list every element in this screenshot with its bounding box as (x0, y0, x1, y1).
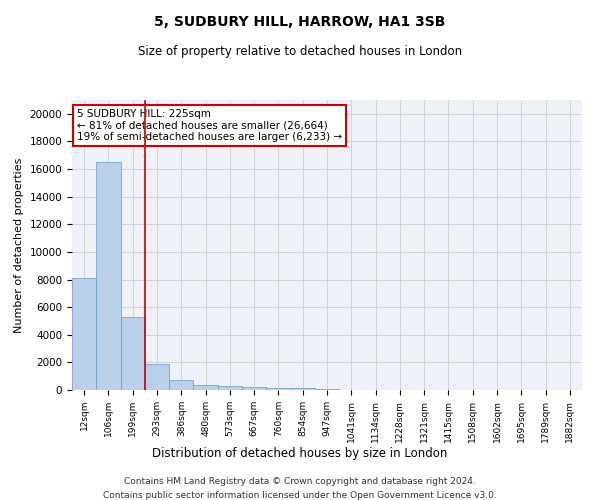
Bar (169, 380, 193, 390)
Bar (121, 317, 145, 390)
Bar (315, 389, 339, 390)
Y-axis label: Number of detached properties: Number of detached properties (14, 158, 24, 332)
Text: Distribution of detached houses by size in London: Distribution of detached houses by size … (152, 448, 448, 460)
Text: 5 SUDBURY HILL: 225sqm
← 81% of detached houses are smaller (26,664)
19% of semi: 5 SUDBURY HILL: 225sqm ← 81% of detached… (77, 108, 342, 142)
Bar (290, 388, 315, 390)
Bar (242, 387, 266, 390)
Bar (193, 385, 218, 390)
Bar (145, 364, 169, 390)
Text: 5, SUDBURY HILL, HARROW, HA1 3SB: 5, SUDBURY HILL, HARROW, HA1 3SB (154, 15, 446, 29)
Bar (72, 278, 96, 390)
Bar (218, 386, 242, 390)
Text: Contains HM Land Registry data © Crown copyright and database right 2024.: Contains HM Land Registry data © Crown c… (124, 478, 476, 486)
Text: Size of property relative to detached houses in London: Size of property relative to detached ho… (138, 45, 462, 58)
Bar (96, 162, 121, 390)
Bar (266, 388, 290, 390)
Text: Contains public sector information licensed under the Open Government Licence v3: Contains public sector information licen… (103, 491, 497, 500)
